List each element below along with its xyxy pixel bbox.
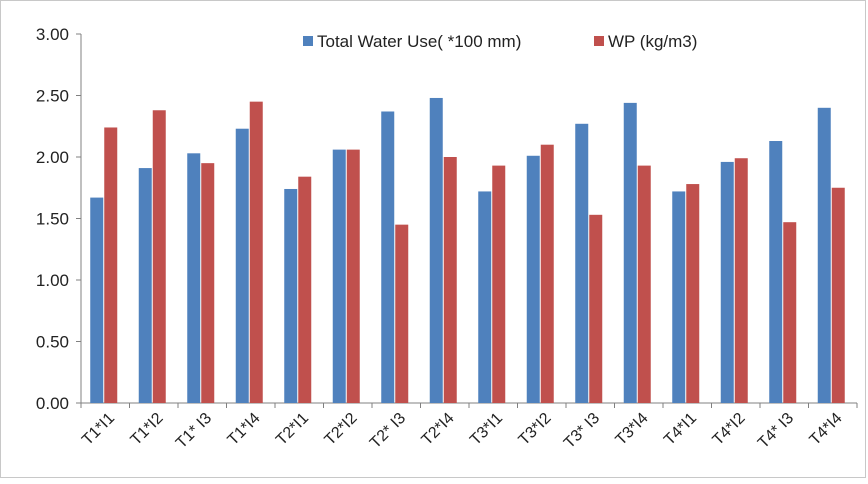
bar-wp-8 (492, 165, 506, 403)
x-tick-label: T1*I4 (225, 410, 264, 449)
bar-total-water-use-2 (187, 153, 201, 403)
x-tick-label: T1*I2 (128, 410, 167, 449)
legend-label-1: WP (kg/m3) (608, 32, 697, 51)
legend: Total Water Use( *100 mm) WP (kg/m3) (303, 32, 697, 51)
legend-swatch-0 (303, 36, 313, 46)
x-tick-label: T2* I3 (367, 410, 409, 452)
y-tick-label: 2.50 (36, 87, 69, 106)
bar-total-water-use-12 (672, 191, 686, 403)
bar-total-water-use-6 (381, 111, 395, 404)
y-tick-label: 2.00 (36, 148, 69, 167)
bar-wp-3 (249, 101, 263, 404)
bar-total-water-use-15 (817, 107, 831, 404)
bar-total-water-use-8 (478, 191, 492, 403)
y-tick-label: 1.00 (36, 271, 69, 290)
y-tick-labels: 0.00 0.50 1.00 1.50 2.00 2.50 3.00 (36, 25, 69, 413)
x-tick-label: T4* I3 (755, 410, 797, 452)
bar-wp-12 (686, 184, 700, 403)
y-tick-label: 0.00 (36, 394, 69, 413)
bar-wp-9 (540, 144, 554, 403)
bar-total-water-use-1 (138, 168, 152, 403)
bar-wp-13 (734, 158, 748, 403)
bar-wp-1 (152, 110, 166, 403)
bar-total-water-use-9 (526, 155, 540, 403)
bar-wp-10 (589, 214, 603, 403)
x-tick-label: T1* I3 (173, 410, 215, 452)
x-tick-label: T2*I4 (419, 410, 458, 449)
bar-total-water-use-7 (429, 97, 443, 404)
bars (90, 97, 845, 404)
bar-total-water-use-3 (235, 128, 249, 403)
y-tick-label: 3.00 (36, 25, 69, 44)
y-tick-label: 0.50 (36, 333, 69, 352)
x-tick-label: T4*I4 (807, 410, 846, 449)
x-tick-label: T4*I2 (710, 410, 749, 449)
y-tick-label: 1.50 (36, 210, 69, 229)
x-tick-label: T3*I4 (613, 410, 652, 449)
bar-total-water-use-11 (623, 102, 637, 403)
x-tick-label: T2*I2 (322, 410, 361, 449)
x-tick-label: T4*I1 (661, 410, 700, 449)
bar-wp-11 (637, 165, 651, 403)
x-tick-labels: T1*I1 T1*I2 T1* I3 T1*I4 T2*I1 T2*I2 T2* I3 T2*… (79, 410, 846, 452)
bar-wp-15 (831, 187, 845, 403)
bar-wp-7 (443, 157, 457, 403)
x-tick-label: T3*I1 (467, 410, 506, 449)
bar-total-water-use-4 (284, 188, 298, 403)
bar-total-water-use-14 (769, 141, 783, 403)
x-tick-label: T3*I2 (516, 410, 555, 449)
bar-wp-0 (104, 127, 118, 403)
bar-total-water-use-5 (332, 149, 346, 403)
bar-total-water-use-13 (720, 161, 734, 403)
x-tick-label: T3* I3 (561, 410, 603, 452)
bar-wp-2 (201, 163, 215, 403)
bar-total-water-use-0 (90, 197, 104, 403)
legend-swatch-1 (594, 36, 604, 46)
x-tick-label: T2*I1 (273, 410, 312, 449)
bar-wp-14 (783, 222, 797, 403)
bar-wp-5 (346, 149, 360, 403)
bar-wp-6 (395, 224, 409, 403)
x-tick-label: T1*I1 (79, 410, 118, 449)
bar-wp-4 (298, 176, 312, 403)
bar-total-water-use-10 (575, 123, 589, 403)
legend-label-0: Total Water Use( *100 mm) (317, 32, 521, 51)
